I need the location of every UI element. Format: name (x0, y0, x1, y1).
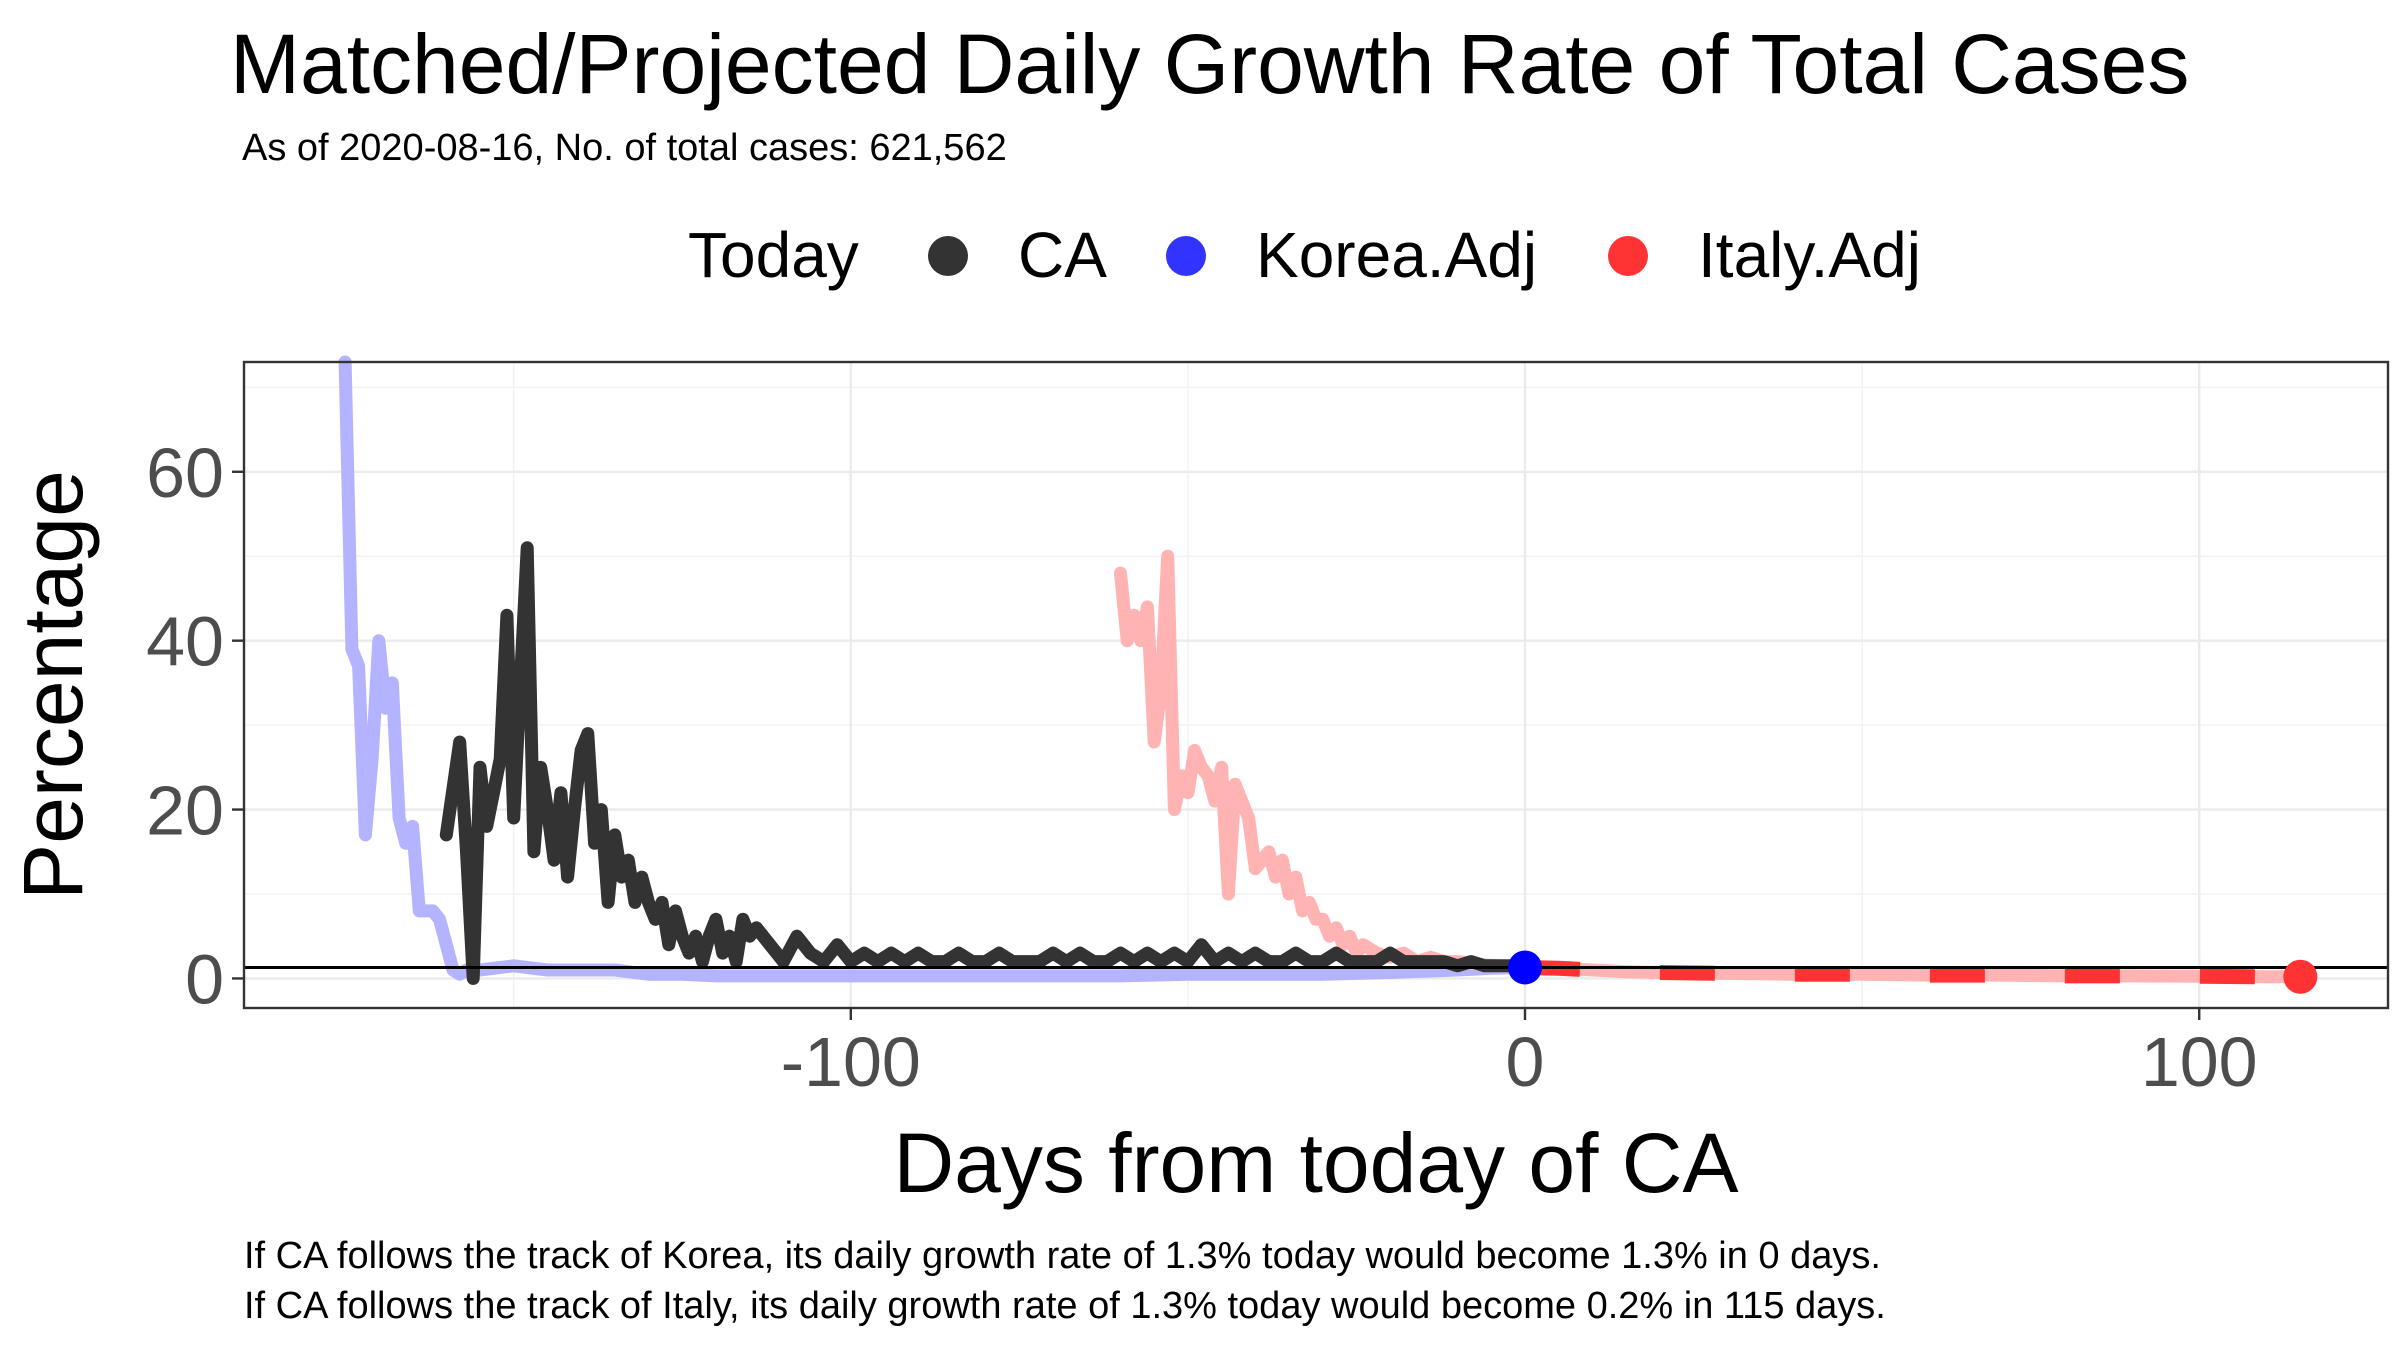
x-tick-label: 100 (2141, 1023, 2258, 1101)
marker-italy-end (2283, 959, 2318, 994)
legend-title: Today (688, 219, 859, 291)
x-tick-label: 0 (1506, 1023, 1545, 1101)
legend-key-italy (1608, 236, 1648, 276)
plot-panel (244, 362, 2388, 1008)
chart-title: Matched/Projected Daily Growth Rate of T… (230, 17, 2190, 111)
y-tick-label: 60 (146, 434, 224, 512)
legend-label-korea: Korea.Adj (1256, 219, 1537, 291)
series-line-italy-projected (1518, 961, 2307, 984)
caption-korea: If CA follows the track of Korea, its da… (244, 1235, 1881, 1277)
marker-today-korea (1508, 950, 1543, 985)
y-tick-label: 0 (185, 940, 224, 1018)
legend-key-ca (928, 236, 968, 276)
legend-key-korea (1166, 236, 1206, 276)
legend-label-ca: CA (1018, 219, 1107, 291)
caption-italy: If CA follows the track of Italy, its da… (244, 1285, 1886, 1327)
series-line-korea-adj (338, 355, 1532, 983)
y-tick-label: 20 (146, 772, 224, 850)
x-tick-label: -100 (781, 1023, 921, 1101)
axis-ticks (232, 470, 2201, 1020)
plot-border (242, 360, 2390, 1010)
legend: Today CA Korea.Adj Italy.Adj (688, 219, 1921, 291)
y-tick-label: 40 (146, 603, 224, 681)
legend-label-italy: Italy.Adj (1698, 219, 1921, 291)
series-layer (244, 355, 2388, 994)
x-axis-title: Days from today of CA (894, 1116, 1739, 1210)
series-line-ca (439, 541, 1532, 985)
chart-subtitle: As of 2020-08-16, No. of total cases: 62… (242, 127, 1007, 169)
grid-minor (244, 362, 2388, 1008)
axis-tick-labels: -100 0 100 0 20 40 60 (146, 434, 2257, 1101)
y-axis-title: Percentage (6, 470, 100, 900)
chart-svg: Today CA Korea.Adj Italy.Adj -100 0 100 0 20… (6, 219, 2390, 1210)
